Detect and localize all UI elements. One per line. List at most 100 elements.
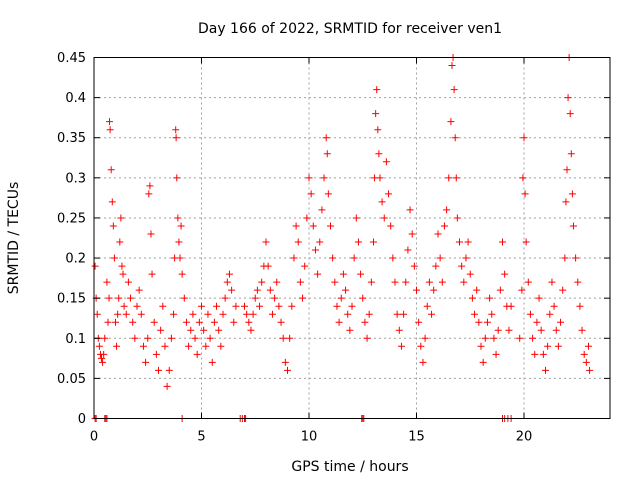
- data-point: [586, 366, 594, 374]
- y-tick-label: 0.4: [65, 91, 86, 106]
- data-point: [563, 166, 571, 174]
- data-point: [324, 190, 332, 198]
- data-point: [554, 342, 562, 350]
- x-axis-label: GPS time / hours: [291, 459, 408, 475]
- data-point: [296, 278, 304, 286]
- data-point: [430, 286, 438, 294]
- data-point: [440, 222, 448, 230]
- y-tick-label: 0: [78, 412, 86, 427]
- data-point: [215, 326, 223, 334]
- data-point: [316, 238, 324, 246]
- data-point: [301, 262, 309, 270]
- data-point: [221, 294, 229, 302]
- data-point: [477, 342, 485, 350]
- data-point: [202, 342, 210, 350]
- data-point: [268, 310, 276, 318]
- data-point: [251, 294, 259, 302]
- data-point: [155, 366, 162, 374]
- data-point: [380, 214, 388, 222]
- data-point: [286, 334, 294, 342]
- data-point: [468, 294, 476, 302]
- data-point: [118, 262, 126, 270]
- data-point: [100, 350, 108, 358]
- data-point: [309, 222, 317, 230]
- data-point: [342, 286, 350, 294]
- data-point: [576, 302, 584, 310]
- data-point: [410, 262, 418, 270]
- data-point: [518, 286, 526, 294]
- data-point: [103, 278, 111, 286]
- data-point: [486, 294, 494, 302]
- data-point: [182, 318, 190, 326]
- data-point: [499, 238, 506, 246]
- data-point: [110, 254, 118, 262]
- data-point: [350, 254, 358, 262]
- data-point: [490, 334, 498, 342]
- data-point: [451, 134, 459, 142]
- data-point: [432, 262, 440, 270]
- data-point: [131, 334, 139, 342]
- data-point: [172, 134, 180, 142]
- data-point: [327, 222, 334, 230]
- data-point: [574, 278, 582, 286]
- data-point: [537, 326, 545, 334]
- data-point: [91, 262, 99, 270]
- data-point: [124, 278, 132, 286]
- data-point: [176, 254, 184, 262]
- data-point: [585, 342, 592, 350]
- data-point: [389, 254, 397, 262]
- y-tick-label: 0.15: [57, 292, 86, 307]
- x-tick-label: 0: [90, 430, 98, 445]
- data-point: [127, 294, 135, 302]
- data-point: [135, 286, 143, 294]
- data-point: [142, 358, 150, 366]
- data-point: [348, 302, 356, 310]
- data-point: [120, 302, 128, 310]
- data-point: [223, 278, 231, 286]
- data-point: [105, 118, 113, 126]
- y-axis-label: SRMTID / TECUs: [6, 182, 22, 295]
- data-point: [249, 310, 257, 318]
- data-point: [542, 366, 549, 374]
- data-point: [546, 310, 554, 318]
- data-point: [204, 310, 212, 318]
- data-point: [119, 270, 127, 278]
- data-point: [417, 342, 425, 350]
- data-point: [582, 358, 590, 366]
- data-point: [185, 342, 193, 350]
- plot-area: [91, 54, 594, 422]
- data-point: [206, 334, 214, 342]
- data-point: [404, 246, 412, 254]
- data-point: [452, 174, 460, 182]
- data-point: [561, 254, 569, 262]
- data-point: [481, 334, 489, 342]
- y-tick-label: 0.25: [57, 211, 86, 226]
- data-point: [290, 254, 298, 262]
- data-point: [243, 310, 251, 318]
- data-point: [307, 190, 315, 198]
- data-point: [177, 222, 185, 230]
- data-point: [262, 238, 270, 246]
- data-point: [453, 214, 461, 222]
- data-point: [191, 334, 199, 342]
- data-point: [266, 286, 274, 294]
- data-point: [529, 334, 537, 342]
- data-point: [279, 334, 287, 342]
- data-point: [413, 286, 420, 294]
- data-point: [264, 262, 272, 270]
- y-tick-label: 0.3: [65, 171, 86, 186]
- data-point: [170, 310, 178, 318]
- data-point: [516, 334, 524, 342]
- data-point: [200, 326, 208, 334]
- data-point: [133, 302, 141, 310]
- data-point: [333, 302, 341, 310]
- data-point: [428, 310, 436, 318]
- data-point: [423, 302, 431, 310]
- data-point: [152, 350, 160, 358]
- data-point: [114, 310, 122, 318]
- data-point: [445, 174, 453, 182]
- data-point: [161, 342, 169, 350]
- data-point: [346, 326, 354, 334]
- data-point: [311, 246, 319, 254]
- data-point: [376, 174, 384, 182]
